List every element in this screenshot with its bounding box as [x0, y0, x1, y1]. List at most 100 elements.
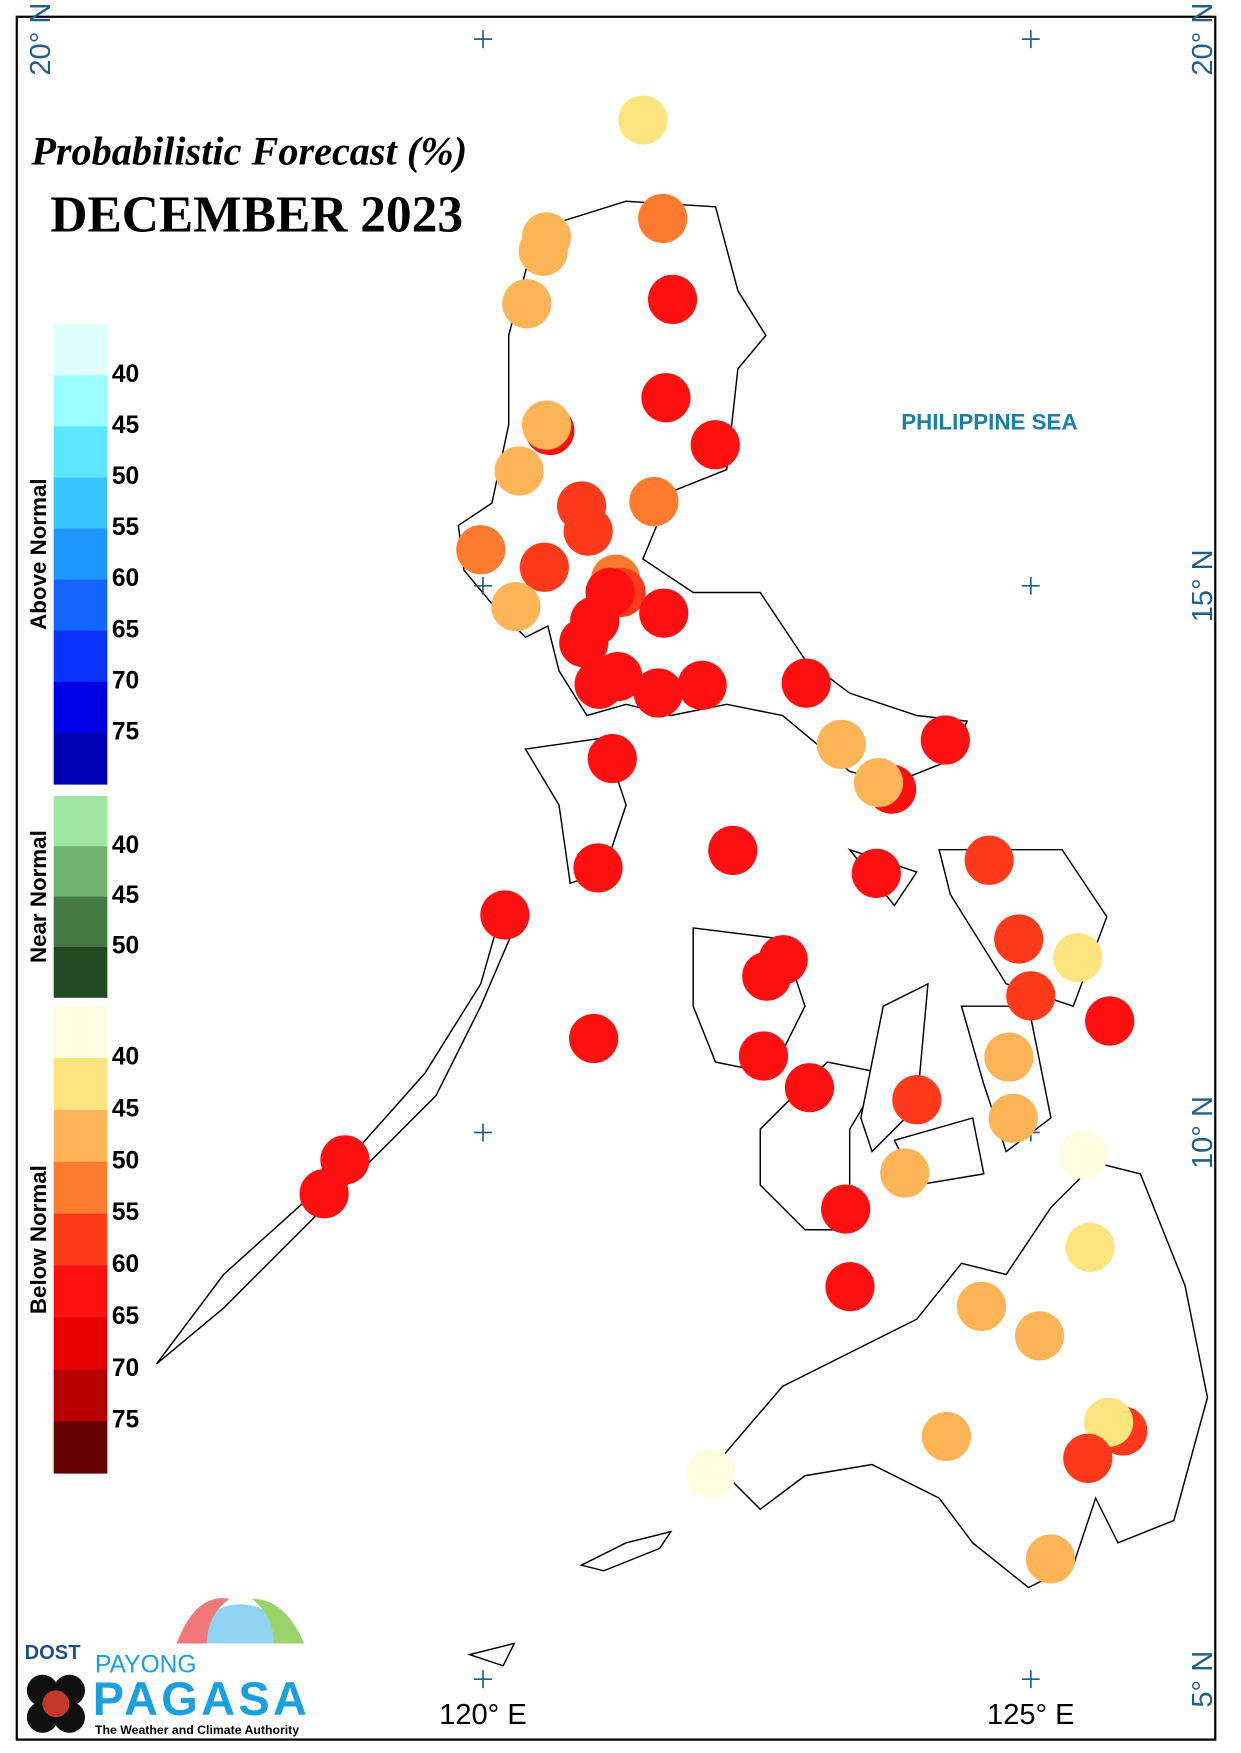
- umbrella-panel: [176, 1598, 230, 1644]
- lat-tick-label: 20° N: [25, 3, 57, 76]
- legend-level: 75: [112, 1407, 139, 1434]
- legend-swatch: [53, 1109, 108, 1163]
- legend-swatch: [53, 732, 108, 785]
- station-dot: [1065, 1222, 1115, 1272]
- station-dot: [1025, 1534, 1076, 1584]
- graticule-cross: [1021, 1670, 1040, 1689]
- station-dot: [825, 1262, 875, 1312]
- station-dot: [563, 506, 613, 556]
- legend-level: 45: [112, 1095, 139, 1122]
- legend-swatch: [53, 1006, 108, 1059]
- station-dot: [1058, 1129, 1108, 1179]
- station-dot: [299, 1169, 349, 1219]
- station-dot: [851, 848, 901, 898]
- logo-brand-top: PAYONG: [95, 1652, 197, 1679]
- station-dot: [686, 1449, 736, 1499]
- station-dot: [569, 1013, 619, 1064]
- station-dot: [880, 1148, 930, 1198]
- legend-level: 45: [112, 412, 139, 439]
- legend-level: 75: [112, 718, 139, 745]
- station-dot: [618, 95, 668, 145]
- station-dot: [1083, 1397, 1134, 1447]
- legend-level: 60: [112, 1251, 139, 1278]
- station-dot: [587, 733, 637, 784]
- legend-swatch: [53, 1317, 108, 1370]
- dost-seal: [42, 1690, 70, 1718]
- station-dot: [494, 446, 544, 496]
- station-dot: [1006, 971, 1056, 1021]
- legend-level: 70: [112, 667, 139, 694]
- legend-swatch: [53, 1058, 108, 1111]
- legend-swatch: [53, 796, 108, 847]
- lat-tick-label: 15° N: [1187, 549, 1219, 622]
- legend-swatch: [53, 375, 108, 427]
- sea-label: PHILIPPINE SEA: [901, 409, 1077, 434]
- logo-tagline: The Weather and Climate Authority: [95, 1723, 299, 1737]
- legend-level: 50: [112, 463, 139, 490]
- legend-swatch: [53, 324, 108, 376]
- umbrella-panel: [251, 1598, 305, 1644]
- graticule-cross: [1021, 576, 1040, 595]
- station-dot: [853, 758, 904, 808]
- station-dot: [521, 400, 572, 450]
- station-dot: [921, 1411, 972, 1462]
- legend-level: 65: [112, 1303, 139, 1330]
- graticule-cross: [474, 576, 492, 595]
- legend-level: 55: [112, 1199, 139, 1226]
- legend-level: 55: [112, 514, 139, 541]
- legend-swatch: [53, 477, 108, 530]
- lon-tick-label: 120° E: [439, 1699, 527, 1731]
- station-dot: [964, 835, 1014, 885]
- station-dot: [629, 477, 679, 527]
- station-dot: [984, 1032, 1034, 1082]
- station-dot: [1063, 1433, 1113, 1483]
- station-dot: [742, 951, 792, 1001]
- graticule-cross: [474, 1670, 492, 1689]
- station-dot: [781, 658, 831, 708]
- station-dot: [480, 890, 530, 940]
- legend-swatch: [53, 579, 108, 632]
- legend-level: 40: [112, 832, 139, 859]
- legend: 40 45 50 55 60 65 70 75 Above Normal 40 45 50 Near N…: [26, 324, 139, 1474]
- legend-level: 50: [112, 1147, 139, 1174]
- station-dot: [821, 1184, 871, 1234]
- legend-swatch: [53, 1369, 108, 1422]
- legend-level: 45: [112, 882, 139, 909]
- station-dot: [988, 1093, 1038, 1143]
- station-dot: [677, 660, 727, 710]
- station-dot: [956, 1281, 1007, 1331]
- graticule-cross: [474, 1123, 492, 1142]
- map-title: Probabilistic Forecast (%): [30, 128, 467, 173]
- station-dot: [456, 525, 506, 575]
- legend-level: 40: [112, 361, 139, 388]
- station-dot: [559, 618, 609, 668]
- station-dot: [892, 1075, 942, 1125]
- station-dot: [638, 193, 688, 244]
- map-subtitle: DECEMBER 2023: [50, 186, 463, 243]
- stations: [299, 95, 1148, 1584]
- legend-swatch: [53, 896, 108, 948]
- legend-swatch: [53, 528, 108, 581]
- legend-level: 40: [112, 1044, 139, 1071]
- legend-level: 70: [112, 1355, 139, 1382]
- station-dot: [491, 582, 541, 632]
- station-dot: [816, 719, 866, 769]
- negros: [759, 1061, 885, 1231]
- lat-tick-label: 20° N: [1187, 3, 1219, 76]
- station-dot: [633, 668, 683, 718]
- legend-swatch: [53, 426, 108, 479]
- station-dot: [994, 914, 1044, 964]
- legend-swatch: [53, 630, 108, 683]
- legend-swatch: [53, 1265, 108, 1318]
- lat-tick-label: 10° N: [1187, 1096, 1219, 1169]
- graticule-cross: [474, 30, 492, 49]
- station-dot: [1014, 1311, 1065, 1361]
- station-dot: [738, 1031, 789, 1081]
- station-dot: [518, 226, 568, 276]
- legend-group-name: Above Normal: [26, 478, 51, 629]
- logo-brand: PAGASA: [93, 1672, 310, 1725]
- legend-level: 65: [112, 616, 139, 643]
